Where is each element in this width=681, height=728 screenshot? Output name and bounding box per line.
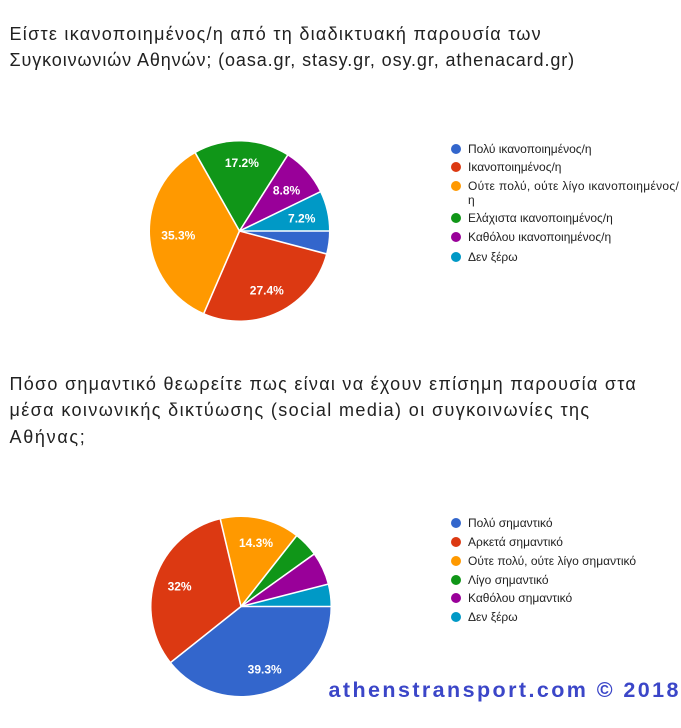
svg-text:8.8%: 8.8% [273, 184, 301, 198]
svg-text:39.3%: 39.3% [248, 663, 282, 677]
svg-text:17.2%: 17.2% [225, 156, 259, 170]
svg-text:27.4%: 27.4% [250, 283, 284, 297]
svg-text:35.3%: 35.3% [161, 229, 195, 243]
svg-text:7.2%: 7.2% [288, 212, 316, 226]
svg-text:32%: 32% [168, 580, 192, 594]
svg-text:14.3%: 14.3% [239, 536, 273, 550]
